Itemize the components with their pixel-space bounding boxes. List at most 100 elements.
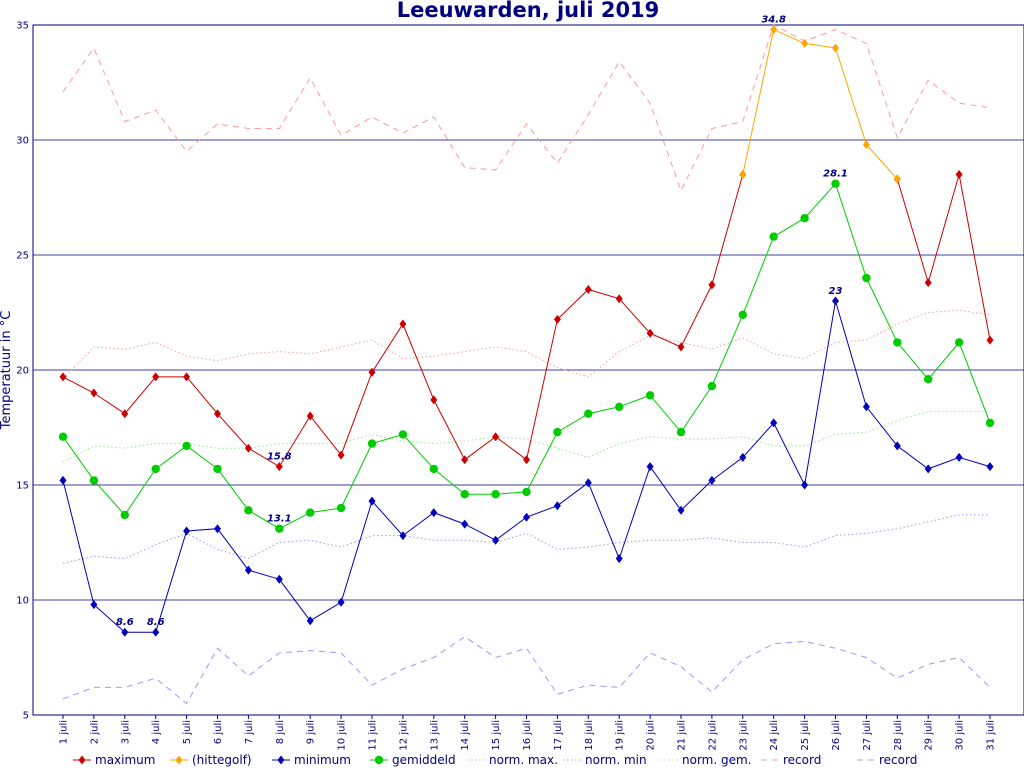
x-tick-label: 26 juli — [831, 720, 842, 751]
series-minimum — [59, 296, 994, 637]
data-point — [800, 214, 809, 223]
series-line — [62, 309, 991, 380]
data-point — [183, 372, 191, 382]
series-norm-max — [62, 309, 991, 380]
data-point — [523, 455, 530, 465]
data-point — [832, 296, 839, 306]
series-line — [742, 28, 898, 180]
data-point — [430, 508, 438, 518]
x-tick-label: 22 juli — [707, 720, 718, 751]
x-tick-label: 18 juli — [584, 720, 595, 751]
data-point — [460, 490, 469, 499]
x-tick-label: 20 juli — [646, 720, 657, 751]
series-record — [62, 636, 991, 705]
legend-label: record — [783, 753, 821, 767]
data-point — [275, 524, 284, 533]
data-point — [924, 375, 933, 384]
data-point — [429, 464, 438, 474]
data-point — [214, 524, 221, 534]
data-point — [553, 427, 562, 437]
legend-label: record — [879, 753, 917, 767]
legend-item: norm. min — [563, 753, 647, 767]
data-point — [306, 508, 315, 517]
legend-label: gemiddeld — [392, 753, 456, 767]
data-label: 8.6 — [147, 617, 165, 628]
x-tick-label: 23 juli — [738, 720, 749, 751]
data-point — [924, 464, 932, 474]
legend-label: norm. max. — [489, 753, 558, 767]
y-tick-label: 10 — [16, 596, 29, 607]
x-tick-label: 28 juli — [893, 720, 904, 751]
x-tick-label: 24 juli — [769, 720, 780, 751]
legend-swatch-marker — [374, 755, 384, 765]
data-point — [677, 505, 685, 515]
data-point — [368, 496, 376, 506]
data-point — [306, 411, 314, 421]
x-tick-label: 29 juli — [924, 720, 935, 751]
series-gemiddeld — [58, 179, 995, 533]
data-point — [152, 372, 160, 382]
x-tick-label: 7 juli — [244, 720, 255, 744]
x-tick-label: 27 juli — [862, 720, 873, 751]
data-point — [523, 512, 530, 522]
x-tick-label: 10 juli — [337, 720, 348, 751]
data-point — [893, 174, 901, 184]
data-point — [244, 443, 252, 453]
y-tick-label: 5 — [23, 711, 29, 722]
data-point — [893, 441, 901, 451]
x-tick-label: 14 juli — [460, 720, 471, 751]
y-tick-label: 30 — [16, 136, 29, 147]
x-tick-label: 1 juli — [59, 720, 70, 744]
data-label: 23 — [829, 286, 843, 297]
series-maximum — [59, 170, 994, 472]
data-point — [306, 616, 314, 626]
series-norm-min — [62, 514, 990, 564]
data-label: 13.1 — [267, 514, 292, 525]
legend: maximum (hittegolf) minimum gemiddeld norm. … — [73, 753, 917, 767]
data-point — [461, 455, 469, 465]
x-tick-label: 3 juli — [120, 720, 131, 744]
data-point — [584, 285, 592, 294]
x-tick-label: 31 juli — [986, 720, 997, 751]
x-tick-label: 11 juli — [368, 720, 379, 751]
x-tick-label: 21 juli — [677, 720, 688, 751]
data-label: 34.8 — [761, 15, 786, 26]
series-group — [58, 24, 995, 705]
y-tick-label: 25 — [16, 251, 29, 262]
data-point — [491, 490, 500, 499]
legend-label: norm. gem. — [682, 753, 752, 767]
data-point — [986, 462, 994, 472]
x-tick-label: 13 juli — [429, 720, 440, 751]
legend-label: norm. min — [585, 753, 647, 767]
data-point — [770, 418, 778, 428]
data-point — [955, 170, 963, 179]
data-point — [615, 294, 623, 304]
data-point — [645, 391, 655, 400]
series-line — [896, 174, 991, 341]
legend-item: record — [761, 753, 821, 767]
x-tick-label: 17 juli — [553, 720, 564, 751]
data-point — [832, 43, 839, 53]
data-point — [770, 25, 778, 35]
y-tick-label: 20 — [16, 366, 29, 377]
data-point — [553, 501, 561, 511]
data-point — [985, 418, 995, 428]
data-point — [398, 430, 408, 439]
data-point — [151, 464, 160, 474]
data-point — [399, 319, 407, 329]
legend-item: (hittegolf) — [170, 753, 252, 767]
data-point — [213, 464, 222, 474]
data-point — [955, 452, 963, 462]
grid-lines — [33, 24, 1024, 716]
data-point — [337, 450, 345, 460]
annotations: 8.6 8.6 15.8 13.1 34.8 28.1 23 — [116, 15, 848, 629]
data-point — [924, 278, 932, 288]
y-axis-ticks: 5 10 15 20 25 30 35 — [16, 21, 29, 722]
series-line — [62, 182, 991, 530]
x-tick-label: 8 juli — [275, 720, 286, 744]
data-point — [58, 432, 68, 441]
plot-area-frame — [32, 24, 1024, 716]
data-point — [120, 510, 129, 520]
series-norm-gem — [62, 410, 990, 463]
